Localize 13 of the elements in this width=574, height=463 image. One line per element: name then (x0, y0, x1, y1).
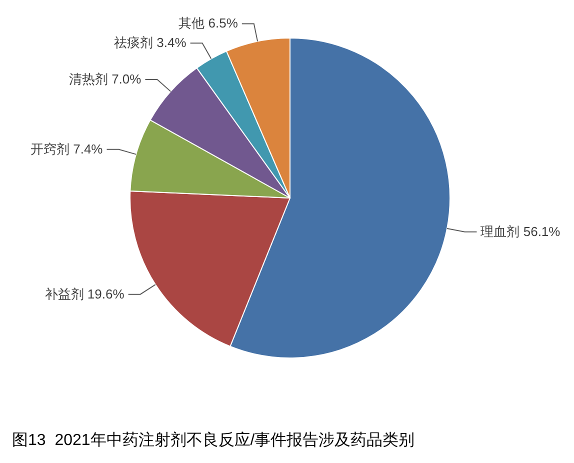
data-label: 6.5% (208, 16, 238, 31)
slice-label: 理血剂 (480, 224, 524, 239)
data-label: 19.6% (87, 286, 125, 302)
slice-label: 其他 (178, 16, 208, 31)
slice-label: 祛痰剂 (114, 35, 157, 50)
data-label: 3.4% (156, 35, 187, 50)
data-label: 7.4% (73, 141, 104, 156)
text: 图13 2021年中药注射剂不良反应/事件报告涉及药品类别 (12, 431, 415, 449)
data-label: 56.1% (523, 224, 561, 239)
slice-label: 开窍剂 (30, 141, 74, 156)
data-label: 7.0% (112, 71, 142, 86)
slice-label: 补益剂 (44, 286, 88, 302)
slice-label: 清热剂 (68, 71, 112, 86)
